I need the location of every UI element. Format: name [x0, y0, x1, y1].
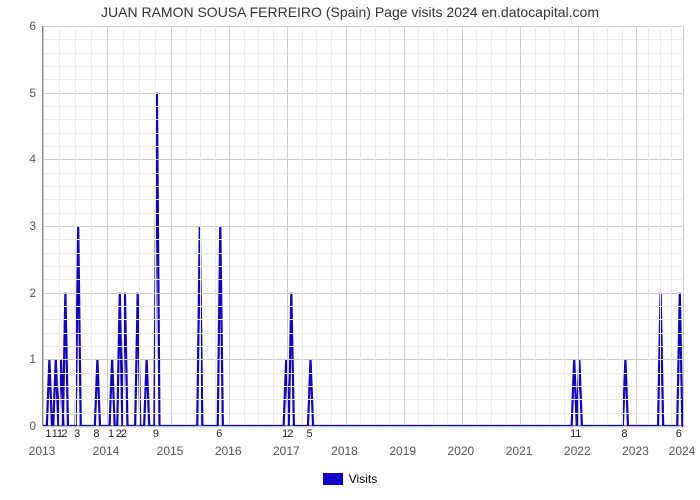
x-tick-year-label: 2016 [215, 444, 242, 458]
x-minor-gridline [671, 26, 672, 425]
legend-swatch-visits [323, 473, 343, 485]
x-tick-year-label: 2014 [93, 444, 120, 458]
series-data-label: 5 [306, 428, 312, 440]
x-minor-gridline [535, 26, 536, 425]
x-minor-gridline [75, 26, 76, 425]
series-data-label: 1 [108, 428, 114, 440]
x-major-gridline [520, 26, 521, 425]
y-tick-label: 5 [29, 86, 42, 100]
series-data-label: 6 [676, 428, 682, 440]
series-data-label: 3 [74, 428, 80, 440]
x-minor-gridline [491, 26, 492, 425]
x-minor-gridline [215, 26, 216, 425]
x-major-gridline [636, 26, 637, 425]
x-minor-gridline [91, 26, 92, 425]
y-tick-label: 0 [29, 419, 42, 433]
x-minor-gridline [316, 26, 317, 425]
x-minor-gridline [155, 26, 156, 425]
series-data-label: 2 [287, 428, 293, 440]
series-data-label: 8 [621, 428, 627, 440]
legend-label-visits: Visits [349, 472, 377, 486]
y-tick-label: 2 [29, 286, 42, 300]
x-minor-gridline [660, 26, 661, 425]
chart-plot-area [42, 26, 682, 426]
x-minor-gridline [418, 26, 419, 425]
x-minor-gridline [59, 26, 60, 425]
x-major-gridline [404, 26, 405, 425]
series-data-label: 2 [61, 428, 67, 440]
x-major-gridline [107, 26, 108, 425]
x-minor-gridline [139, 26, 140, 425]
x-tick-year-label: 2013 [29, 444, 56, 458]
x-tick-year-label: 2018 [331, 444, 358, 458]
x-tick-year-label: 2020 [448, 444, 475, 458]
series-data-label: 1 [575, 428, 581, 440]
x-minor-gridline [258, 26, 259, 425]
series-data-label: 2 [121, 428, 127, 440]
x-minor-gridline [200, 26, 201, 425]
x-minor-gridline [476, 26, 477, 425]
series-data-label: 9 [153, 428, 159, 440]
x-minor-gridline [447, 26, 448, 425]
y-tick-label: 6 [29, 19, 42, 33]
x-major-gridline [229, 26, 230, 425]
x-minor-gridline [375, 26, 376, 425]
x-tick-year-label: 2019 [389, 444, 416, 458]
x-minor-gridline [593, 26, 594, 425]
x-minor-gridline [648, 26, 649, 425]
x-minor-gridline [302, 26, 303, 425]
x-minor-gridline [564, 26, 565, 425]
x-minor-gridline [244, 26, 245, 425]
x-minor-gridline [433, 26, 434, 425]
chart-legend: Visits [0, 472, 700, 486]
x-tick-year-label: 2022 [564, 444, 591, 458]
x-major-gridline [346, 26, 347, 425]
series-data-label: 1 [45, 428, 51, 440]
x-tick-year-label: 2023 [622, 444, 649, 458]
series-data-label: 8 [93, 428, 99, 440]
y-tick-label: 3 [29, 219, 42, 233]
x-minor-gridline [123, 26, 124, 425]
x-major-gridline [287, 26, 288, 425]
x-major-gridline [171, 26, 172, 425]
x-minor-gridline [622, 26, 623, 425]
x-major-gridline [43, 26, 44, 425]
x-minor-gridline [360, 26, 361, 425]
x-tick-year-label: 2024 [669, 444, 696, 458]
x-minor-gridline [331, 26, 332, 425]
chart-title: JUAN RAMON SOUSA FERREIRO (Spain) Page v… [0, 4, 700, 20]
x-minor-gridline [506, 26, 507, 425]
x-tick-year-label: 2015 [157, 444, 184, 458]
series-data-label: 6 [216, 428, 222, 440]
x-minor-gridline [273, 26, 274, 425]
x-major-gridline [683, 26, 684, 425]
y-tick-label: 4 [29, 152, 42, 166]
x-minor-gridline [186, 26, 187, 425]
y-tick-label: 1 [29, 352, 42, 366]
x-tick-year-label: 2017 [273, 444, 300, 458]
x-minor-gridline [607, 26, 608, 425]
x-major-gridline [462, 26, 463, 425]
y-major-gridline [43, 426, 682, 427]
x-major-gridline [578, 26, 579, 425]
x-minor-gridline [389, 26, 390, 425]
x-minor-gridline [549, 26, 550, 425]
x-tick-year-label: 2021 [506, 444, 533, 458]
